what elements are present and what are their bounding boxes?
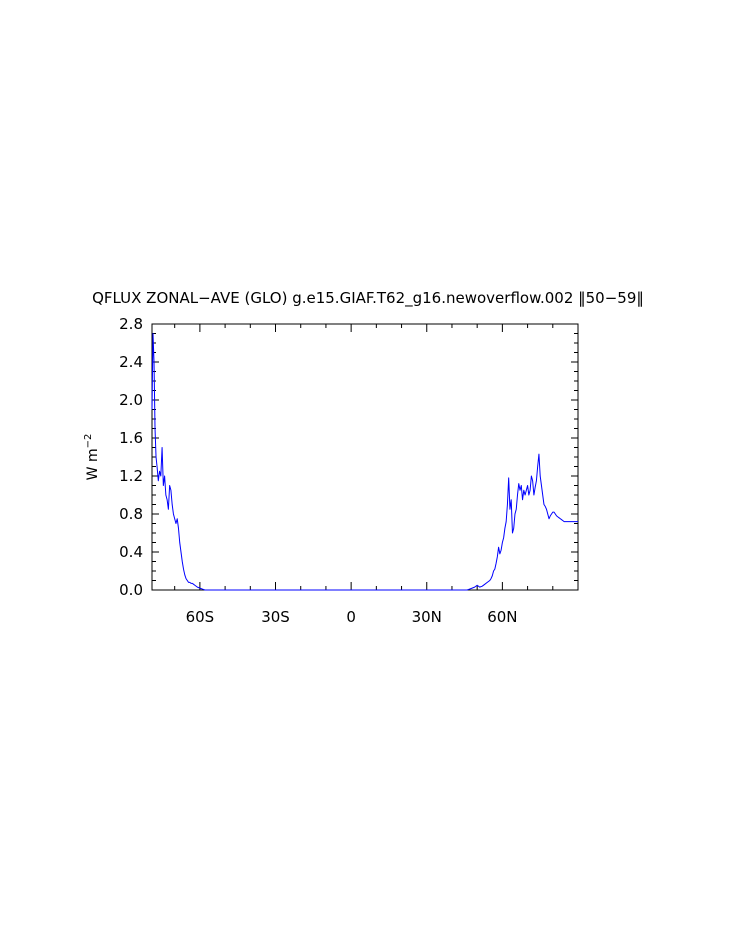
series-layer (151, 333, 578, 591)
y-axis-label: W m−2 (83, 434, 101, 481)
y-axis-label-exponent: −2 (83, 434, 94, 449)
x-tick-label: 60N (487, 608, 517, 626)
chart-title: QFLUX ZONAL−AVE (GLO) g.e15.GIAF.T62_g16… (92, 289, 644, 308)
y-tick-label: 2.8 (119, 315, 143, 333)
y-tick-label: 1.6 (119, 429, 143, 447)
y-tick-label: 0.4 (119, 543, 143, 561)
y-tick-label: 1.2 (119, 467, 143, 485)
x-tick-label: 60S (186, 608, 215, 626)
x-tick-label: 0 (346, 608, 356, 626)
y-axis-ticks: 0.0 0.4 0.8 1.2 1.6 2.0 2.4 2.8 (119, 315, 578, 599)
series-line (151, 333, 578, 591)
y-tick-label: 0.8 (119, 505, 143, 523)
x-tick-label: 30S (261, 608, 290, 626)
y-tick-label: 2.0 (119, 391, 143, 409)
y-tick-label: 0.0 (119, 581, 143, 599)
x-tick-label: 30N (412, 608, 442, 626)
y-axis-label-text: W m (85, 448, 101, 480)
y-tick-label: 2.4 (119, 353, 143, 371)
svg-text:W m−2: W m−2 (83, 434, 101, 481)
x-axis-ticks: 60S 30S 0 30N 60N (174, 324, 554, 626)
plot-area-frame (151, 323, 579, 591)
